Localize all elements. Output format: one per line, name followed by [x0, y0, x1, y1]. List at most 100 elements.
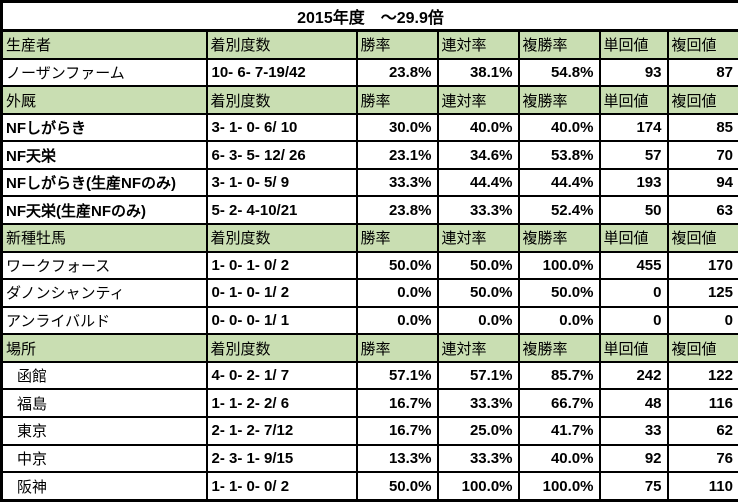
col-header-quinella-rate: 連対率 [436, 223, 520, 253]
col-header-quinella-rate: 連対率 [436, 333, 520, 363]
table-row: ダノンシャンティ 0- 1- 0- 1/ 2 0.0% 50.0% 50.0% … [0, 278, 738, 308]
cell-quinella-rate: 0.0% [436, 305, 520, 336]
cell-show-rate: 53.8% [517, 140, 601, 170]
cell-win-rate: 0.0% [355, 305, 439, 336]
cell-label: 函館 [0, 360, 208, 391]
table-row: 阪神 1- 1- 0- 0/ 2 50.0% 100.0% 100.0% 75 … [0, 471, 738, 502]
cell-quinella-rate: 44.4% [436, 167, 520, 198]
cell-show-rate: 54.8% [517, 57, 601, 88]
section-header-row-producer: 生産者 着別度数 勝率 連対率 複勝率 単回値 複回値 [0, 29, 738, 60]
cell-label: NFしがらき(生産NFのみ) [0, 167, 208, 198]
cell-quinella-rate: 33.3% [436, 195, 520, 226]
col-header-win-rate: 勝率 [355, 85, 439, 115]
col-header-win-payback: 単回値 [598, 29, 669, 60]
cell-win-payback: 193 [598, 167, 669, 198]
cell-show-rate: 100.0% [517, 471, 601, 502]
table-row: アンライバルド 0- 0- 0- 1/ 1 0.0% 0.0% 0.0% 0 0 [0, 305, 738, 336]
cell-win-payback: 92 [598, 443, 669, 474]
cell-win-rate: 50.0% [355, 250, 439, 281]
table-row: 函館 4- 0- 2- 1/ 7 57.1% 57.1% 85.7% 242 1… [0, 360, 738, 391]
cell-show-rate: 52.4% [517, 195, 601, 226]
cell-quinella-rate: 33.3% [436, 388, 520, 418]
section-title-training-farm: 外厩 [0, 85, 208, 115]
cell-show-payback: 87 [666, 57, 738, 88]
cell-label: NF天栄(生産NFのみ) [0, 195, 208, 226]
col-header-show-rate: 複勝率 [517, 85, 601, 115]
col-header-win-payback: 単回値 [598, 333, 669, 363]
cell-show-payback: 85 [666, 112, 738, 143]
col-header-win-rate: 勝率 [355, 29, 439, 60]
cell-finish-counts: 3- 1- 0- 5/ 9 [205, 167, 358, 198]
col-header-finish-counts: 着別度数 [205, 333, 358, 363]
cell-show-payback: 62 [666, 416, 738, 446]
col-header-win-payback: 単回値 [598, 223, 669, 253]
cell-show-payback: 125 [666, 278, 738, 308]
cell-finish-counts: 2- 3- 1- 9/15 [205, 443, 358, 474]
cell-finish-counts: 6- 3- 5- 12/ 26 [205, 140, 358, 170]
cell-finish-counts: 1- 1- 0- 0/ 2 [205, 471, 358, 502]
cell-show-payback: 122 [666, 360, 738, 391]
cell-label: ワークフォース [0, 250, 208, 281]
cell-finish-counts: 0- 1- 0- 1/ 2 [205, 278, 358, 308]
cell-show-payback: 0 [666, 305, 738, 336]
cell-show-rate: 50.0% [517, 278, 601, 308]
cell-label: NFしがらき [0, 112, 208, 143]
cell-win-payback: 174 [598, 112, 669, 143]
col-header-finish-counts: 着別度数 [205, 85, 358, 115]
cell-show-payback: 116 [666, 388, 738, 418]
cell-win-payback: 50 [598, 195, 669, 226]
col-header-show-payback: 複回値 [666, 223, 738, 253]
section-title-new-sires: 新種牡馬 [0, 223, 208, 253]
cell-win-rate: 30.0% [355, 112, 439, 143]
table-row: ノーザンファーム 10- 6- 7-19/42 23.8% 38.1% 54.8… [0, 57, 738, 88]
cell-quinella-rate: 57.1% [436, 360, 520, 391]
cell-show-payback: 110 [666, 471, 738, 502]
table-row: NF天栄(生産NFのみ) 5- 2- 4-10/21 23.8% 33.3% 5… [0, 195, 738, 226]
col-header-show-payback: 複回値 [666, 29, 738, 60]
cell-label: アンライバルド [0, 305, 208, 336]
cell-win-rate: 16.7% [355, 388, 439, 418]
col-header-show-rate: 複勝率 [517, 333, 601, 363]
cell-label: 東京 [0, 416, 208, 446]
col-header-win-rate: 勝率 [355, 333, 439, 363]
cell-quinella-rate: 25.0% [436, 416, 520, 446]
title-row: 2015年度 ～29.9倍 [1, 1, 738, 32]
table-row: 福島 1- 1- 2- 2/ 6 16.7% 33.3% 66.7% 48 11… [0, 388, 738, 418]
cell-show-payback: 76 [666, 443, 738, 474]
cell-finish-counts: 0- 0- 0- 1/ 1 [205, 305, 358, 336]
table-row: NFしがらき 3- 1- 0- 6/ 10 30.0% 40.0% 40.0% … [0, 112, 738, 143]
cell-finish-counts: 4- 0- 2- 1/ 7 [205, 360, 358, 391]
cell-quinella-rate: 50.0% [436, 278, 520, 308]
col-header-win-payback: 単回値 [598, 85, 669, 115]
cell-show-rate: 85.7% [517, 360, 601, 391]
table-row: NFしがらき(生産NFのみ) 3- 1- 0- 5/ 9 33.3% 44.4%… [0, 167, 738, 198]
section-header-row-venue: 場所 着別度数 勝率 連対率 複勝率 単回値 複回値 [0, 333, 738, 363]
cell-label: 福島 [0, 388, 208, 418]
cell-quinella-rate: 100.0% [436, 471, 520, 502]
cell-show-payback: 70 [666, 140, 738, 170]
col-header-show-rate: 複勝率 [517, 29, 601, 60]
cell-finish-counts: 2- 1- 2- 7/12 [205, 416, 358, 446]
col-header-finish-counts: 着別度数 [205, 29, 358, 60]
cell-win-payback: 57 [598, 140, 669, 170]
cell-show-rate: 40.0% [517, 443, 601, 474]
cell-win-rate: 23.8% [355, 195, 439, 226]
cell-win-payback: 0 [598, 305, 669, 336]
cell-label: 中京 [0, 443, 208, 474]
col-header-show-payback: 複回値 [666, 333, 738, 363]
cell-quinella-rate: 34.6% [436, 140, 520, 170]
cell-show-payback: 170 [666, 250, 738, 281]
cell-show-rate: 41.7% [517, 416, 601, 446]
cell-win-rate: 23.8% [355, 57, 439, 88]
col-header-win-rate: 勝率 [355, 223, 439, 253]
section-header-row-new-sires: 新種牡馬 着別度数 勝率 連対率 複勝率 単回値 複回値 [0, 223, 738, 253]
cell-show-rate: 100.0% [517, 250, 601, 281]
cell-show-payback: 94 [666, 167, 738, 198]
cell-win-rate: 13.3% [355, 443, 439, 474]
cell-finish-counts: 10- 6- 7-19/42 [205, 57, 358, 88]
cell-win-payback: 33 [598, 416, 669, 446]
cell-finish-counts: 1- 0- 1- 0/ 2 [205, 250, 358, 281]
cell-quinella-rate: 50.0% [436, 250, 520, 281]
cell-quinella-rate: 33.3% [436, 443, 520, 474]
